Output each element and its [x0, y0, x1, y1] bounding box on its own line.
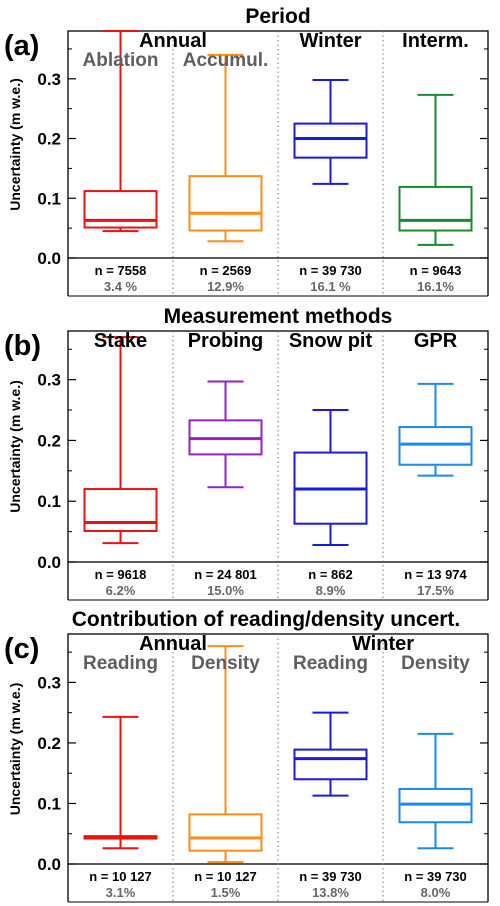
iqr-box — [188, 813, 263, 852]
sample-size-label: n = 10 127 — [194, 869, 257, 884]
y-tick-label: 0.0 — [37, 249, 61, 268]
box-series-3 — [293, 78, 368, 185]
y-tick-label: 0.1 — [37, 492, 61, 511]
y-tick-label: 0.3 — [37, 673, 61, 692]
percent-label: 16.1% — [417, 279, 454, 294]
percent-label: 1.5% — [211, 885, 241, 900]
panel-label: (a) — [4, 30, 39, 62]
group-label: Annual — [139, 633, 207, 655]
panel-title: Period — [245, 5, 310, 28]
y-axis-label: Uncertainty (m w.e.) — [7, 380, 23, 513]
y-tick-label: 0.0 — [37, 855, 61, 874]
box-series-2 — [188, 53, 263, 243]
chart-panel-b: Measurement methods (b) Uncertainty (m w.e… — [4, 305, 489, 601]
sample-size-label: n = 862 — [308, 567, 352, 582]
box-series-2 — [188, 380, 263, 489]
y-tick-label: 0.1 — [37, 189, 61, 208]
box-series-4 — [398, 732, 473, 850]
group-label: GPR — [414, 330, 458, 352]
iqr-box — [83, 190, 158, 229]
box-series-4 — [398, 382, 473, 477]
box-series-2 — [188, 645, 263, 864]
percent-label: 15.0% — [207, 583, 244, 598]
box-series-3 — [293, 409, 368, 546]
percent-label: 13.8% — [312, 885, 349, 900]
sample-size-label: n = 9643 — [410, 263, 462, 278]
category-sublabel: Accumul. — [183, 50, 269, 71]
box-series-4 — [398, 93, 473, 246]
y-tick-label: 0.0 — [37, 553, 61, 572]
group-label: Snow pit — [289, 330, 373, 352]
panel-title: Measurement methods — [164, 305, 393, 328]
iqr-box — [398, 185, 473, 232]
percent-label: 8.0% — [421, 885, 451, 900]
y-tick-label: 0.2 — [37, 431, 61, 450]
panel-label: (b) — [4, 330, 41, 362]
sample-size-label: n = 2569 — [200, 263, 252, 278]
percent-label: 17.5% — [417, 583, 454, 598]
chart-panel-c: Contribution of reading/density uncert. (… — [4, 608, 489, 903]
iqr-box — [83, 488, 158, 532]
sample-size-label: n = 13 974 — [404, 567, 467, 582]
percent-label: 12.9% — [207, 279, 244, 294]
category-sublabel: Density — [401, 653, 470, 674]
y-axis-label: Uncertainty (m w.e.) — [7, 683, 23, 816]
box-series-1 — [83, 715, 158, 850]
percent-label: 8.9% — [316, 583, 346, 598]
y-tick-label: 0.1 — [37, 794, 61, 813]
iqr-box — [293, 748, 368, 781]
sample-size-label: n = 9618 — [95, 567, 147, 582]
category-sublabel: Reading — [83, 653, 158, 674]
sample-size-label: n = 39 730 — [299, 263, 362, 278]
y-tick-label: 0.2 — [37, 130, 61, 149]
group-label: Winter — [352, 633, 414, 655]
group-label: Interm. — [402, 30, 469, 52]
iqr-box — [398, 426, 473, 466]
box-series-1 — [83, 336, 158, 545]
y-tick-label: 0.3 — [37, 371, 61, 390]
group-label: Stake — [94, 330, 147, 352]
group-label: Annual — [139, 30, 207, 52]
sample-size-label: n = 39 730 — [404, 869, 467, 884]
percent-label: 16.1 % — [310, 279, 351, 294]
plot-frame — [67, 330, 489, 563]
box-series-1 — [83, 30, 158, 233]
category-sublabel: Ablation — [83, 50, 159, 71]
sample-size-label: n = 39 730 — [299, 869, 362, 884]
sample-size-label: n = 7558 — [95, 263, 147, 278]
chart-panel-a: Period (a) Uncertainty (m w.e.) 0.0 0.1 0.2 0.… — [4, 5, 489, 297]
panel-title: Contribution of reading/density uncert. — [72, 608, 461, 631]
category-sublabel: Reading — [293, 653, 368, 674]
group-label: Winter — [299, 30, 361, 52]
y-tick-label: 0.2 — [37, 734, 61, 753]
iqr-box — [398, 787, 473, 824]
percent-label: 3.4 % — [104, 279, 138, 294]
sample-size-label: n = 24 801 — [194, 567, 257, 582]
iqr-box — [293, 122, 368, 159]
group-label: Probing — [188, 330, 264, 352]
y-axis-label: Uncertainty (m w.e.) — [7, 78, 23, 211]
panel-label: (c) — [4, 633, 39, 665]
percent-label: 6.2% — [106, 583, 136, 598]
percent-label: 3.1% — [106, 885, 136, 900]
box-series-3 — [293, 711, 368, 797]
y-tick-label: 0.3 — [37, 70, 61, 89]
category-sublabel: Density — [191, 653, 260, 674]
iqr-box — [188, 175, 263, 232]
sample-size-label: n = 10 127 — [89, 869, 152, 884]
